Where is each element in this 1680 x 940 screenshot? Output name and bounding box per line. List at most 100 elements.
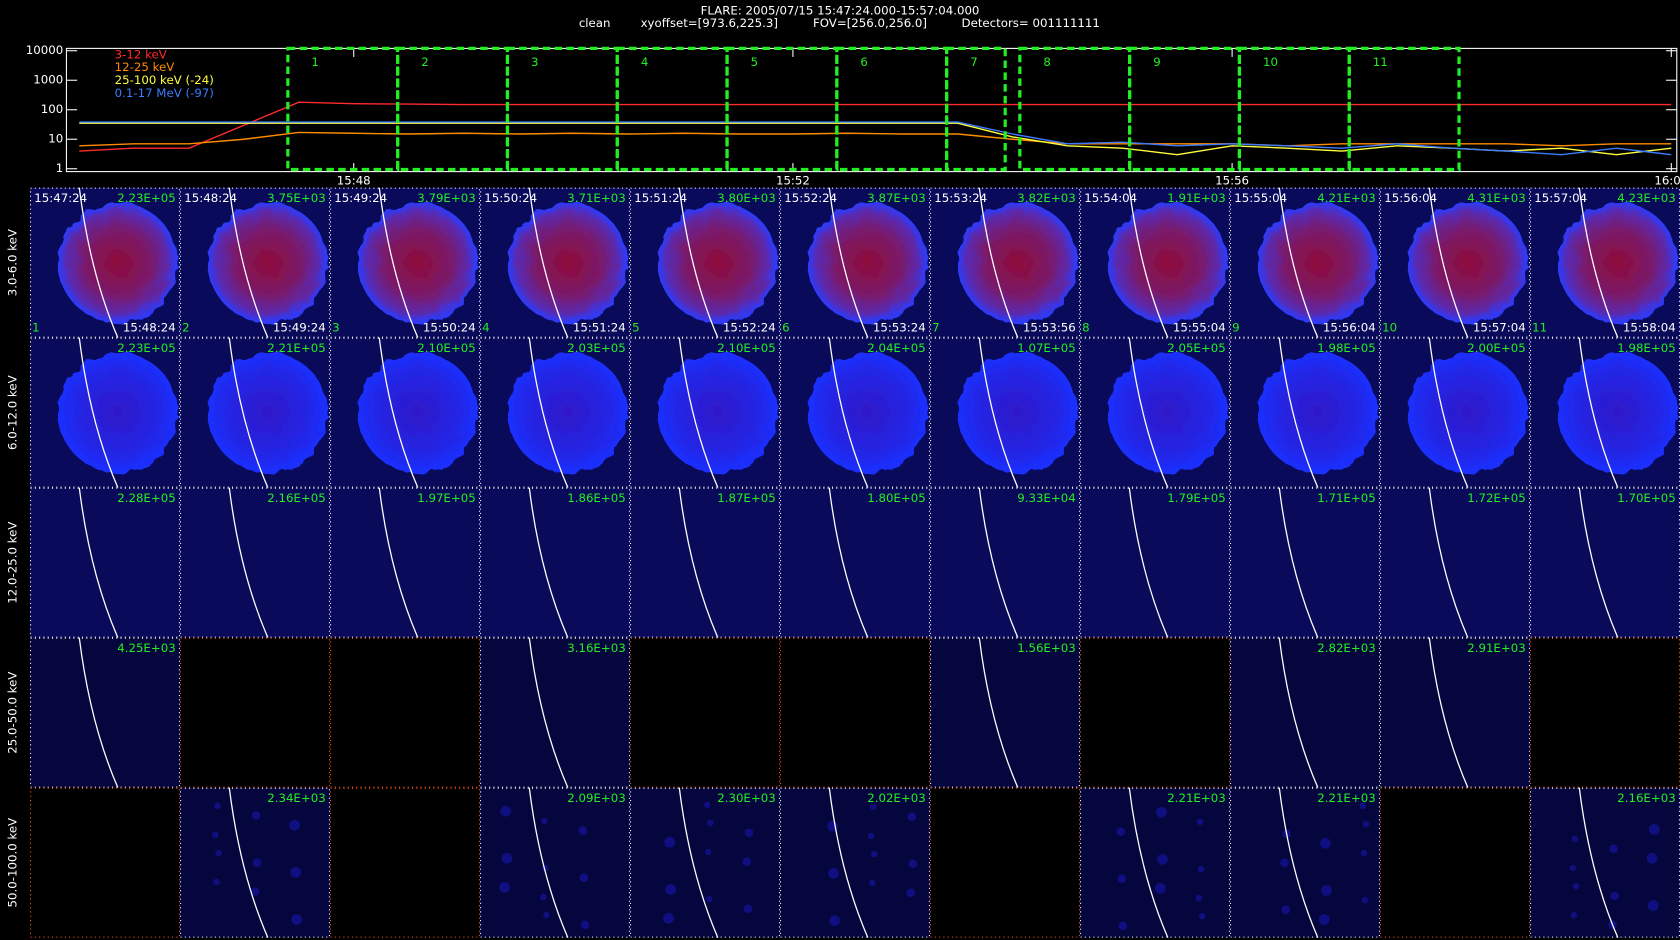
panel-background [180,487,330,638]
y-tick-label: 10 [48,132,63,146]
panel-end-time: 15:48:24 [123,321,176,335]
panel-index: 3 [332,321,340,335]
image-panel [330,637,480,788]
image-panel: 1.07E+05 [930,337,1080,488]
limb-curve [1578,787,1619,938]
panel-value: 4.23E+03 [1617,191,1675,205]
image-panel: 1.56E+03 [930,637,1080,788]
interval-label: 3 [531,55,539,69]
panel-end-time: 15:57:04 [1473,321,1526,335]
noise-blob [1569,864,1577,872]
panel-frame [1230,787,1380,938]
limb-curve [528,187,569,338]
panel-frame [330,187,480,338]
panel-background [330,787,480,938]
panel-value: 4.25E+03 [117,641,175,655]
panel-value: 3.71E+03 [567,191,625,205]
source-disk [1257,202,1378,323]
limb-curve [978,337,1019,488]
source-disk [507,202,628,323]
noise-blob [1318,914,1330,925]
limb-curve [378,337,419,488]
panel-frame [780,637,930,788]
panel-background [1530,787,1680,938]
panel-value: 1.80E+05 [867,491,925,505]
x-tick-label: 16:00 [1654,174,1680,188]
source-disk [657,202,778,323]
y-tick-label: 1000 [33,73,63,87]
image-panel: 1.79E+05 [1080,487,1230,638]
noise-blob [541,817,548,825]
interval-box [505,46,619,172]
panel-end-time: 15:50:24 [423,321,476,335]
panel-value: 2.21E+03 [1317,791,1375,805]
panel-value: 1.79E+05 [1167,491,1225,505]
legend-entry: 3-12 keV [115,47,167,61]
interval-label: 7 [970,55,978,69]
source-disk [807,202,928,323]
panel-end-time: 15:56:04 [1323,321,1376,335]
panel-background [30,637,180,788]
panel-frame [630,787,780,938]
panel-frame [30,637,180,788]
panel-frame [330,337,480,488]
noise-blob [291,914,303,925]
panel-frame [330,487,480,638]
interval-box [1347,46,1461,172]
noise-blob [290,866,302,878]
panel-index: 6 [782,321,790,335]
panel-background [930,487,1080,638]
panel-end-time: 15:53:24 [873,321,926,335]
panel-background [480,637,630,788]
panel-frame [630,487,780,638]
row-label: 12.0-25.0 keV [5,522,19,604]
noise-blob [665,884,677,895]
panel-background [780,637,930,788]
panel-frame [180,487,330,638]
panel-start-time: 15:57:04 [1534,191,1587,205]
panel-value: 2.91E+03 [1467,641,1525,655]
noise-blob [543,911,550,919]
panel-frame [1530,187,1680,338]
source-disk [57,352,178,473]
panel-frame [1530,787,1680,938]
panel-frame [180,637,330,788]
image-panel: 4.31E+03 15:56:04 15:57:04 10 [1380,187,1530,338]
source-disk [1107,352,1228,473]
limb-curve [528,637,569,788]
image-panel: 2.23E+05 [30,337,180,488]
limb-curve [228,487,269,638]
limb-curve [1128,337,1169,488]
panel-value: 2.21E+05 [267,341,325,355]
noise-blob [1321,885,1332,896]
panel-frame [930,637,1080,788]
noise-blob [1118,921,1128,931]
noise-blob [907,812,917,821]
image-panel: 1.98E+05 [1530,337,1680,488]
image-panel: 2.03E+05 [480,337,630,488]
panel-frame [1380,187,1530,338]
interval-box [1018,46,1132,172]
noise-blob [1281,905,1290,915]
panel-background [30,487,180,638]
noise-blob [868,879,876,887]
noise-blob [252,858,262,867]
noise-blob [870,803,877,811]
panel-frame [780,337,930,488]
noise-blob [579,873,589,882]
limb-curve [528,787,569,938]
legend-entry: 12-25 keV [115,60,175,74]
noise-blob [1280,858,1289,867]
limb-curve [1278,637,1319,788]
image-panel: 2.16E+05 [180,487,330,638]
source-disk [1107,202,1228,323]
panel-start-time: 15:54:04 [1084,191,1137,205]
limb-curve [378,487,419,638]
image-panel: 1.70E+05 [1530,487,1680,638]
panel-end-time: 15:58:04 [1623,321,1676,335]
limb-curve [1128,787,1169,938]
panel-frame [930,337,1080,488]
noise-blob [500,805,512,817]
panel-frame [1230,487,1380,638]
panel-frame [780,787,930,938]
